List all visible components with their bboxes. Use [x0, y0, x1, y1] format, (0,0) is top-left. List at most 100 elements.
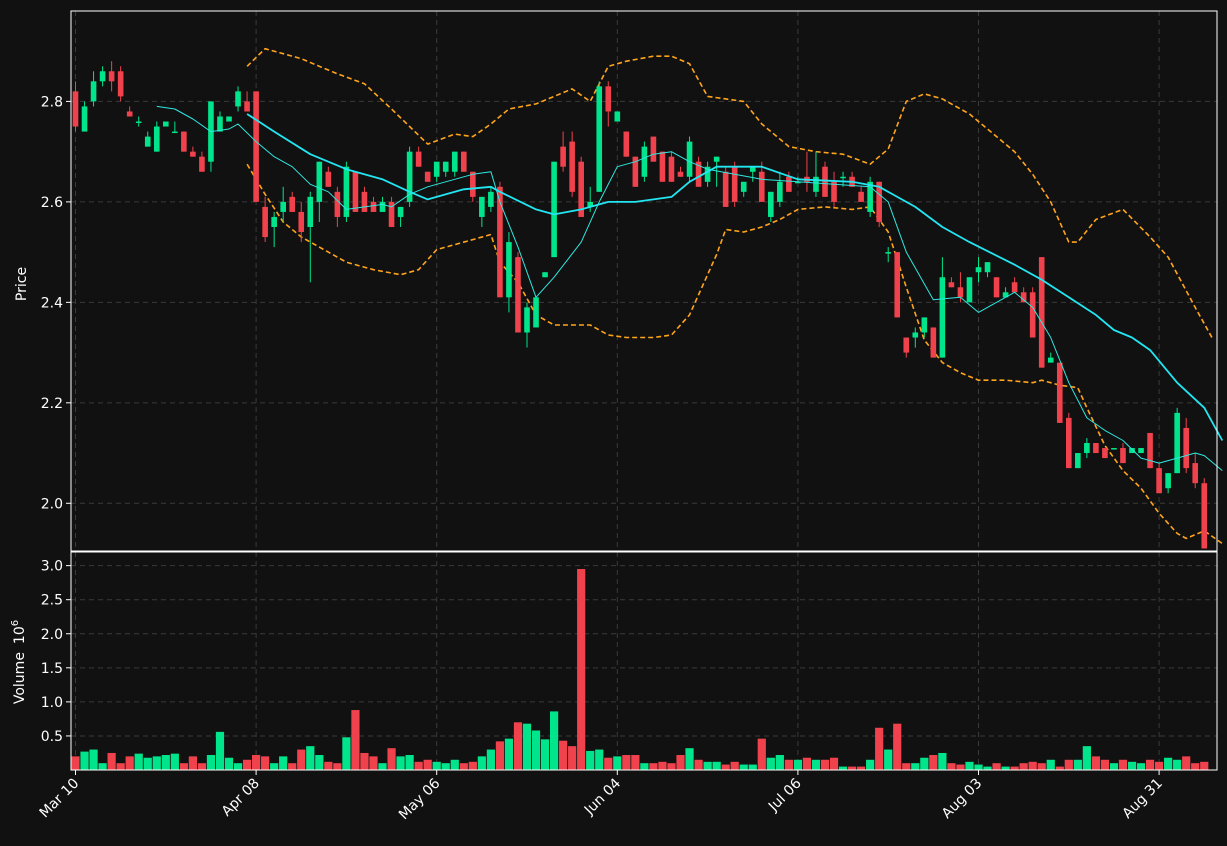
volume-bar: [793, 759, 802, 770]
volume-bar: [513, 722, 523, 770]
candle-body: [433, 161, 440, 177]
panel-frames: [70, 10, 1218, 771]
moving-average-fast-line: [156, 105, 1223, 471]
candle-body: [307, 196, 314, 227]
volume-bar: [920, 757, 929, 770]
candle-body: [894, 252, 901, 318]
volume-bar: [559, 740, 568, 770]
volume-bar: [98, 763, 107, 770]
candle-body: [695, 161, 702, 187]
candle-body: [822, 166, 828, 197]
candle-body: [1111, 448, 1117, 450]
candle-body: [388, 201, 395, 227]
candle-body: [289, 196, 296, 212]
price-tick-label: 2.8: [41, 94, 63, 110]
volume-tick-label: 2.5: [41, 593, 63, 609]
volume-bar: [432, 761, 441, 770]
volume-bar: [360, 752, 369, 770]
volume-bar: [1001, 766, 1010, 770]
volume-bar: [89, 749, 98, 770]
candle-body: [470, 171, 476, 197]
volume-bar: [1010, 766, 1019, 770]
candle-body: [515, 257, 521, 333]
candle-body: [939, 277, 946, 358]
candle-body: [370, 201, 377, 212]
candle-body: [316, 161, 323, 202]
volume-bar: [875, 727, 884, 770]
candle-body: [1020, 292, 1027, 303]
volume-bar: [1118, 759, 1128, 770]
candle-body: [524, 307, 530, 333]
candle-body: [840, 176, 846, 179]
candle-body: [1174, 412, 1180, 474]
candle-body: [352, 171, 359, 212]
candle-body: [623, 131, 630, 157]
candle-body: [921, 317, 928, 333]
candle-body: [1192, 463, 1199, 484]
candle-body: [758, 171, 765, 202]
candle-body: [190, 151, 196, 157]
volume-label-text: Volume: [12, 652, 28, 704]
volume-bar: [261, 756, 270, 770]
volume-bar: [748, 764, 757, 770]
candle-body: [271, 216, 277, 227]
candle-body: [867, 181, 873, 212]
candle-body: [641, 146, 648, 177]
candle-body: [1075, 453, 1081, 469]
candle-body: [578, 161, 584, 217]
volume-bar: [784, 759, 793, 770]
volume-bar: [640, 763, 649, 770]
candle-body: [406, 151, 413, 202]
candle-body: [1120, 448, 1126, 464]
volume-bar: [233, 763, 243, 770]
price-axis-label: Price: [14, 267, 30, 301]
volume-bar: [613, 756, 622, 770]
volume-bar: [549, 711, 559, 770]
candle-body: [777, 181, 783, 202]
volume-bar: [396, 756, 405, 770]
volume-bar: [197, 763, 207, 770]
candle-body: [993, 277, 1000, 298]
candle-body: [90, 81, 97, 102]
candle-body: [1011, 282, 1018, 293]
volume-bar: [820, 759, 830, 770]
candle-body: [813, 176, 819, 192]
candle-body: [488, 191, 494, 207]
volume-bar: [938, 752, 947, 770]
volume-exponent: 6: [10, 620, 21, 626]
volume-bar: [540, 739, 550, 770]
candle-body: [1147, 432, 1153, 469]
candle-body: [795, 181, 801, 184]
volume-bar: [568, 746, 577, 770]
volume-bar: [441, 763, 450, 770]
candle-body: [1029, 292, 1036, 338]
volume-bar: [658, 761, 667, 770]
volume-bar: [324, 761, 333, 770]
volume-bar: [974, 764, 983, 770]
candle-body: [1084, 443, 1090, 454]
volume-bar: [1019, 763, 1028, 770]
volume-bar: [811, 759, 821, 770]
volume-tick-label: 2.0: [41, 627, 63, 643]
candle-body: [605, 86, 612, 112]
volume-bar: [1082, 746, 1091, 770]
moving-average-slow-line: [246, 113, 1224, 441]
candle-body: [1183, 427, 1189, 469]
candle-body: [415, 151, 422, 167]
volume-bar: [369, 756, 378, 770]
candle-body: [235, 91, 241, 107]
candle-body: [497, 186, 503, 298]
bollinger-upper-line: [246, 47, 1214, 341]
volume-bar: [1073, 759, 1082, 770]
volume-bar: [1046, 759, 1055, 770]
candle-body: [1047, 357, 1054, 363]
candle-body: [244, 101, 250, 112]
candle-body: [361, 191, 368, 212]
volume-bar: [766, 757, 775, 770]
volume-bar: [80, 751, 89, 770]
volume-bar: [459, 763, 468, 770]
candle-body: [966, 277, 973, 303]
volume-bar: [486, 749, 495, 770]
bollinger-bands: [246, 47, 1223, 545]
